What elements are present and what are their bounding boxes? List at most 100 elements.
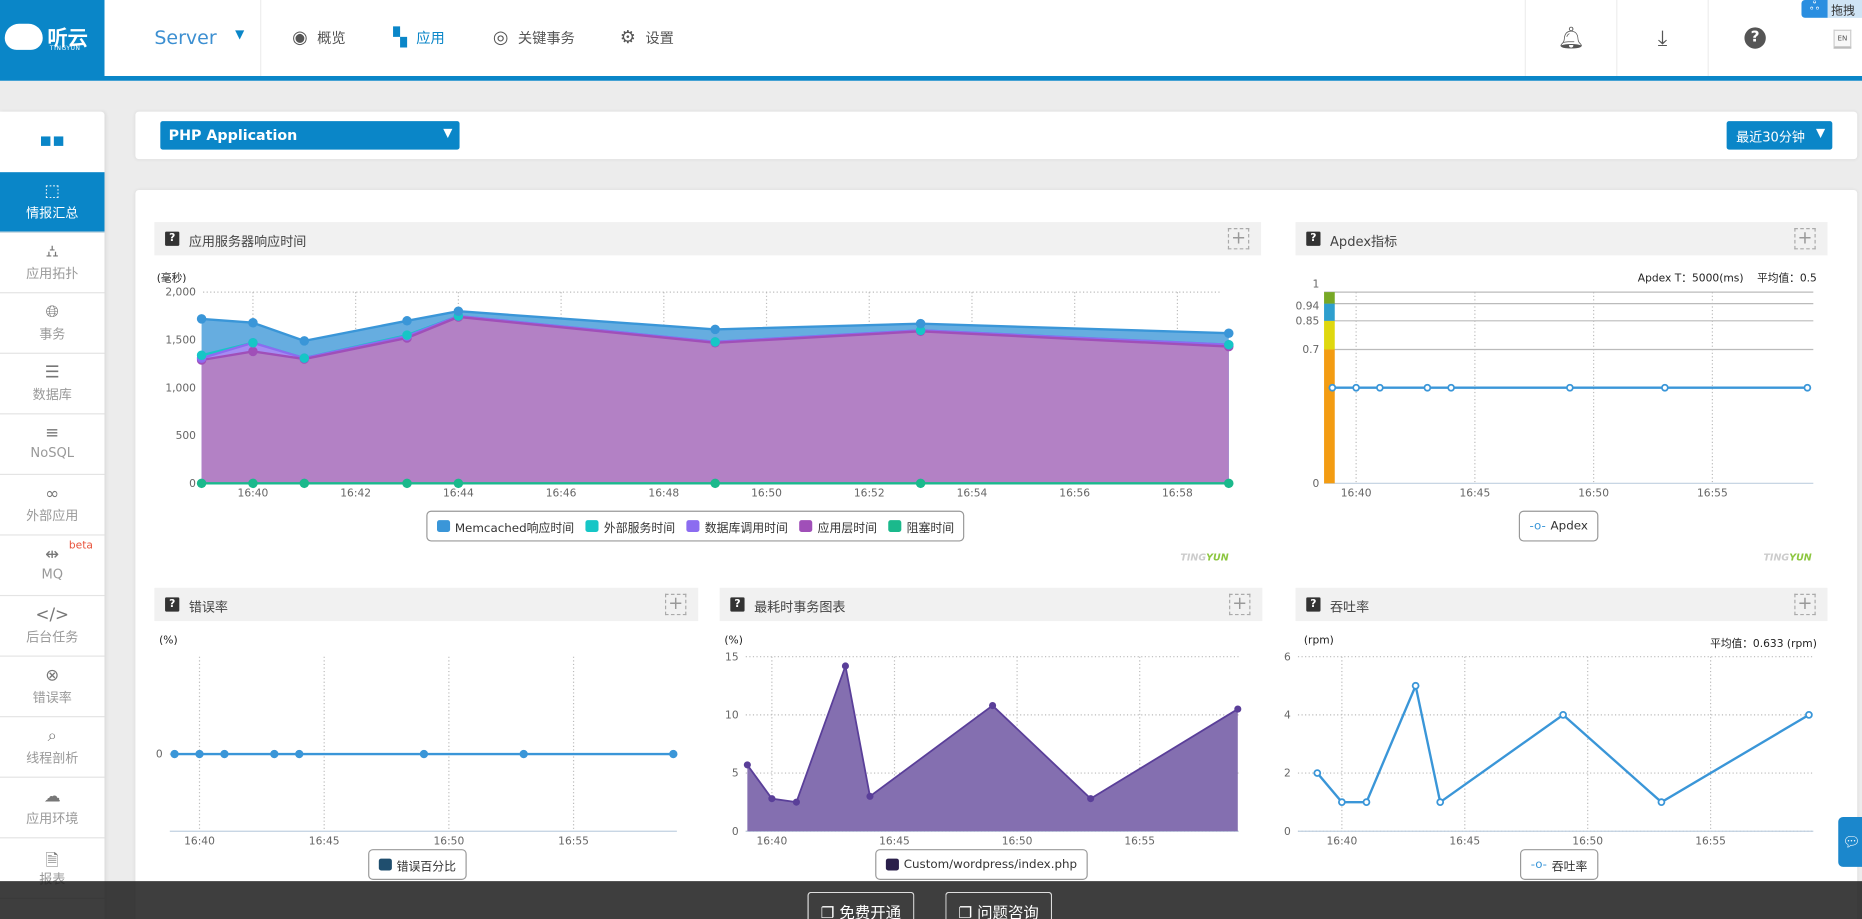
alert-button[interactable]: 🔔︎ [1524,0,1616,76]
add-to-dashboard-button[interactable]: + [665,593,687,616]
y-tick-label: 2 [1284,767,1291,780]
legend-item[interactable]: -o- Apdex [1530,520,1588,533]
add-to-dashboard-button[interactable]: + [1229,593,1251,616]
sidebar-item-summary[interactable]: ⬚ 情报汇总 [0,172,105,233]
help-icon: ? [1744,27,1766,49]
add-to-dashboard-button[interactable]: + [1794,228,1816,250]
add-to-dashboard-button[interactable]: + [1227,228,1250,250]
data-point [1087,795,1095,803]
legend-swatch [799,520,813,532]
data-point [299,336,310,346]
y-axis-unit: (rpm) [1303,635,1334,648]
response-time-panel-header: ? 应用服务器响应时间 + [154,222,1262,256]
thread-search-icon: ⌕ [47,726,57,746]
nav-label: 概览 [317,29,346,46]
download-icon: ⤓ [1657,25,1668,51]
y-tick-label: 2,000 [165,286,196,299]
help-icon[interactable]: ? [1306,231,1321,246]
x-tick-label: 16:40 [1326,834,1357,847]
data-point [669,749,678,759]
y-tick-label: 0 [1313,477,1320,490]
help-icon[interactable]: ? [165,231,180,246]
sidebar-item-mq[interactable]: ⇹ MQ beta [0,536,105,597]
consult-button[interactable]: ❐ 问题咨询 [945,891,1052,919]
x-tick-label: 16:45 [309,834,340,847]
legend-item[interactable]: -o- 吞吐率 [1531,856,1588,873]
sidebar-item-topology[interactable]: ⛼ 应用拓扑 [0,233,105,294]
x-tick-label: 16:55 [1697,486,1728,499]
data-point [1803,383,1812,392]
data-point [295,749,304,759]
y-tick-label: 0.85 [1296,314,1320,327]
help-icon[interactable]: ? [165,597,180,612]
data-point [866,792,874,800]
logo-subtext: TINGYUN [49,45,81,53]
database-icon: ☰ [44,363,60,383]
data-point [1436,798,1445,807]
data-point [915,318,926,329]
drag-widget[interactable]: ஃ 拖拽 [1801,0,1862,18]
legend-item[interactable]: 阻塞时间 [888,517,954,535]
data-point [1805,711,1813,719]
language-toggle[interactable]: EN [1833,29,1852,49]
x-tick-label: 16:48 [648,486,679,499]
application-select[interactable]: PHP Application ▼ [160,121,460,150]
panel-title: 应用服务器响应时间 [188,233,307,250]
x-tick-label: 16:40 [184,834,215,847]
help-button[interactable]: ? [1707,0,1802,76]
sidebar-grid-toggle[interactable]: ▪▪ [0,112,105,173]
legend-label: Custom/wordpress/index.php [903,857,1078,872]
product-label: Server [154,26,217,49]
legend-item[interactable]: Custom/wordpress/index.php [885,857,1078,872]
sidebar-item-transactions[interactable]: 🌐︎ 事务 [0,293,105,354]
x-tick-label: 16:46 [546,486,577,499]
apdex-stats: Apdex T：5000(ms) 平均值：0.5 [1544,270,1817,285]
tingyun-logo[interactable]: 听云 TINGYUN [0,0,105,76]
sidebar-item-errors[interactable]: ⊗ 错误率 [0,657,105,718]
legend-label: Apdex [1550,519,1588,533]
queue-icon: ⇹ [45,545,60,565]
x-tick-label: 16:54 [957,486,988,499]
legend-item[interactable]: 错误百分比 [378,856,456,873]
data-point [1338,798,1346,807]
x-tick-label: 16:50 [433,834,464,847]
sidebar-item-label: MQ [41,566,64,582]
topology-icon: ⛼ [45,242,59,262]
download-button[interactable]: ⤓ [1616,0,1707,76]
top-header: 听云 TINGYUN Server ▼ ◉ 概览 ▚ 应用 ◎ 关键事务 ⚙ 设置 🔔︎… [0,0,1862,81]
sidebar-item-nosql[interactable]: ≡ NoSQL [0,414,105,475]
help-icon[interactable]: ? [1306,597,1321,612]
nav-key-transactions[interactable]: ◎ 关键事务 [493,26,575,47]
sidebar-item-database[interactable]: ☰ 数据库 [0,354,105,415]
nav-settings[interactable]: ⚙ 设置 [620,26,674,47]
x-tick-label: 16:50 [1572,834,1603,847]
data-point [402,330,412,340]
chat-icon: ❐ [958,904,978,919]
series-line [746,662,1239,804]
help-icon[interactable]: ? [730,597,745,612]
series-line-3 [201,315,1229,362]
nav-applications[interactable]: ▚ 应用 [393,26,445,47]
product-switcher[interactable]: Server ▼ [105,0,262,76]
legend-item[interactable]: 应用层时间 [799,517,877,535]
free-trial-button[interactable]: ❐ 免费开通 [807,891,915,919]
add-to-dashboard-button[interactable]: + [1794,593,1816,616]
apdex-average: 平均值：0.5 [1757,273,1817,285]
time-range-select[interactable]: 最近30分钟 ▼ [1726,121,1833,150]
data-point [1661,383,1669,392]
data-point [299,353,310,363]
sidebar-item-external[interactable]: ∞ 外部应用 [0,475,105,536]
apdex-panel-header: ? Apdex指标 + [1295,222,1828,256]
alert-bell-icon: 🔔︎ [1557,25,1585,51]
sidebar-item-thread-profiling[interactable]: ⌕ 线程剖析 [0,717,105,778]
legend-item[interactable]: 数据库调用时间 [686,517,788,535]
data-point [195,749,204,759]
legend-item[interactable]: Memcached响应时间 [437,517,574,535]
sidebar-item-background-tasks[interactable]: </> 后台任务 [0,596,105,657]
nav-overview[interactable]: ◉ 概览 [292,26,346,47]
cloud-logo-icon [4,23,43,50]
x-tick-label: 16:56 [1059,486,1090,499]
chat-button[interactable]: 💬︎ [1838,817,1862,867]
legend-item[interactable]: 外部服务时间 [586,517,675,535]
sidebar-item-environment[interactable]: ☁ 应用环境 [0,778,105,839]
